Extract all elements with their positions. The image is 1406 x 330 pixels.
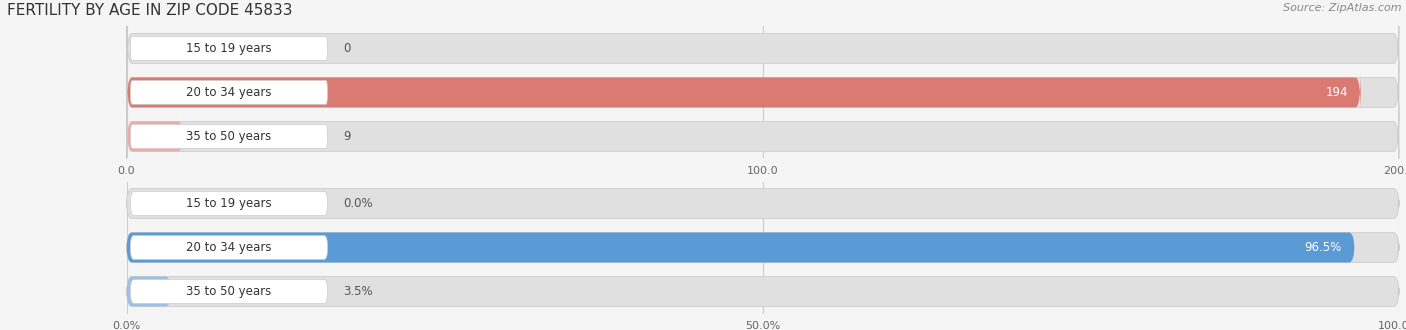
FancyBboxPatch shape [127, 188, 1399, 218]
Text: 0.0%: 0.0% [343, 197, 373, 210]
Text: 20 to 34 years: 20 to 34 years [186, 86, 271, 99]
Text: 15 to 19 years: 15 to 19 years [186, 197, 271, 210]
FancyBboxPatch shape [131, 280, 328, 304]
Text: 35 to 50 years: 35 to 50 years [187, 285, 271, 298]
FancyBboxPatch shape [131, 236, 328, 259]
FancyBboxPatch shape [127, 70, 1399, 115]
Text: 15 to 19 years: 15 to 19 years [186, 42, 271, 55]
FancyBboxPatch shape [127, 70, 1361, 115]
Text: 35 to 50 years: 35 to 50 years [187, 130, 271, 143]
FancyBboxPatch shape [131, 124, 328, 148]
Text: 20 to 34 years: 20 to 34 years [186, 241, 271, 254]
FancyBboxPatch shape [131, 191, 328, 215]
FancyBboxPatch shape [127, 26, 1399, 71]
Text: 3.5%: 3.5% [343, 285, 373, 298]
FancyBboxPatch shape [131, 36, 328, 60]
FancyBboxPatch shape [127, 277, 1399, 307]
Text: 9: 9 [343, 130, 350, 143]
FancyBboxPatch shape [127, 114, 1399, 159]
FancyBboxPatch shape [127, 233, 1399, 262]
FancyBboxPatch shape [127, 277, 172, 307]
FancyBboxPatch shape [131, 81, 328, 104]
Text: Source: ZipAtlas.com: Source: ZipAtlas.com [1284, 3, 1402, 13]
Text: 0: 0 [343, 42, 350, 55]
FancyBboxPatch shape [127, 114, 184, 159]
FancyBboxPatch shape [127, 233, 1354, 262]
Text: 194: 194 [1326, 86, 1348, 99]
Text: FERTILITY BY AGE IN ZIP CODE 45833: FERTILITY BY AGE IN ZIP CODE 45833 [7, 3, 292, 18]
Text: 96.5%: 96.5% [1305, 241, 1341, 254]
